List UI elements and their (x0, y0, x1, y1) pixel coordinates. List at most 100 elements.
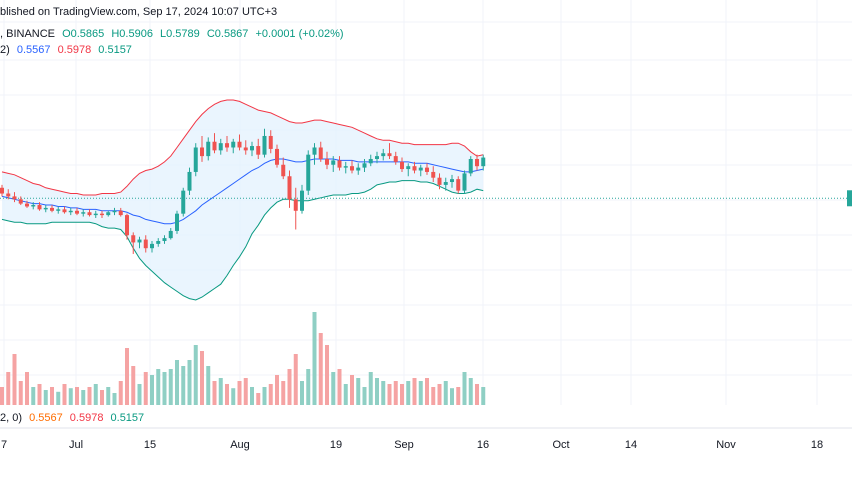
candle-body (412, 166, 417, 171)
bollinger-params: 2) (0, 44, 10, 56)
candle (181, 187, 186, 217)
volume-bar (12, 354, 17, 405)
candle-body (418, 167, 423, 171)
time-axis-label: 18 (810, 439, 824, 451)
candle (225, 135, 229, 152)
candle (56, 206, 61, 214)
candle (37, 202, 42, 211)
volume-bar (331, 372, 336, 405)
volume-legend: 2, 0) 0.5567 0.5978 0.5157 (0, 411, 148, 425)
volume-bar (431, 387, 436, 405)
volume-bar (481, 387, 486, 405)
volume-bar (306, 369, 311, 405)
candle (187, 167, 192, 195)
volume-bar (475, 384, 479, 405)
candle-body (393, 156, 398, 162)
candle (0, 184, 4, 197)
symbol-suffix: , BINANCE (0, 28, 56, 40)
candle (350, 160, 354, 174)
candle (375, 151, 379, 164)
volume-bar (225, 384, 229, 405)
volume-bar (318, 333, 323, 405)
candle (25, 200, 29, 208)
candle (268, 130, 273, 154)
candle-body (87, 212, 92, 216)
volume-bar (237, 381, 242, 405)
candle (137, 236, 142, 249)
candle-body (256, 146, 261, 155)
candle (125, 213, 129, 240)
candle-body (387, 153, 392, 157)
volume-bar (268, 384, 273, 405)
bollinger-upper-value: 0.5978 (57, 44, 92, 56)
volume-bar (387, 384, 392, 405)
volume-bar (56, 391, 61, 405)
volume-bar (37, 384, 42, 405)
time-axis-label: 15 (143, 439, 157, 451)
candle (337, 156, 342, 171)
candle-body (443, 182, 448, 185)
candle (218, 138, 223, 155)
candle (131, 232, 136, 254)
volume-bar (18, 381, 23, 405)
candle (31, 202, 36, 210)
volume-bar (31, 387, 36, 405)
volume-bar (125, 348, 129, 405)
candle (306, 150, 311, 195)
time-axis-label: 14 (624, 439, 638, 451)
candle-body (18, 199, 23, 204)
volume-bar (0, 387, 4, 405)
candle-body (25, 203, 29, 207)
candle (425, 163, 429, 175)
volume-bar (162, 372, 167, 405)
volume-bar (81, 390, 86, 405)
volume-bar (137, 384, 142, 405)
candle (293, 187, 298, 230)
candle-body (275, 148, 279, 165)
candle (50, 205, 54, 213)
candle-body (12, 196, 17, 200)
candle (206, 137, 211, 161)
candle (237, 134, 242, 151)
candle-body (237, 141, 242, 148)
volume-bar (368, 372, 373, 405)
candle-body (68, 210, 73, 213)
candle-body (368, 158, 373, 164)
candle-body (143, 239, 148, 249)
candle-body (225, 143, 229, 148)
candle (343, 161, 348, 174)
candle-body (406, 166, 411, 170)
volume-bar (312, 312, 317, 405)
close-value: C0.5867 (206, 28, 249, 40)
volume-bar (356, 378, 361, 405)
volume-bar (68, 388, 73, 405)
candle-body (106, 212, 111, 216)
candle-body (62, 209, 67, 213)
volume-bar (293, 354, 298, 405)
volume-bar (362, 387, 367, 405)
open-value: O0.5865 (62, 28, 105, 40)
candle-body (287, 176, 292, 200)
volume-bar (243, 378, 248, 405)
candle (400, 157, 404, 172)
candle (150, 241, 154, 253)
candle (318, 141, 323, 162)
candle (362, 158, 367, 172)
candle (481, 154, 486, 171)
candle (12, 192, 17, 203)
candle-body (50, 207, 54, 211)
candle (462, 170, 467, 194)
candle (443, 177, 448, 191)
candle (81, 209, 86, 217)
time-axis-label: Aug (230, 439, 250, 451)
volume-bar (393, 381, 398, 405)
volume-bar (381, 381, 386, 405)
volume-bar (156, 369, 161, 405)
volume-bar (175, 360, 179, 405)
volume-bar (325, 345, 329, 405)
candle (468, 156, 473, 177)
candle-body (175, 213, 179, 231)
high-value: H0.5906 (111, 28, 153, 40)
